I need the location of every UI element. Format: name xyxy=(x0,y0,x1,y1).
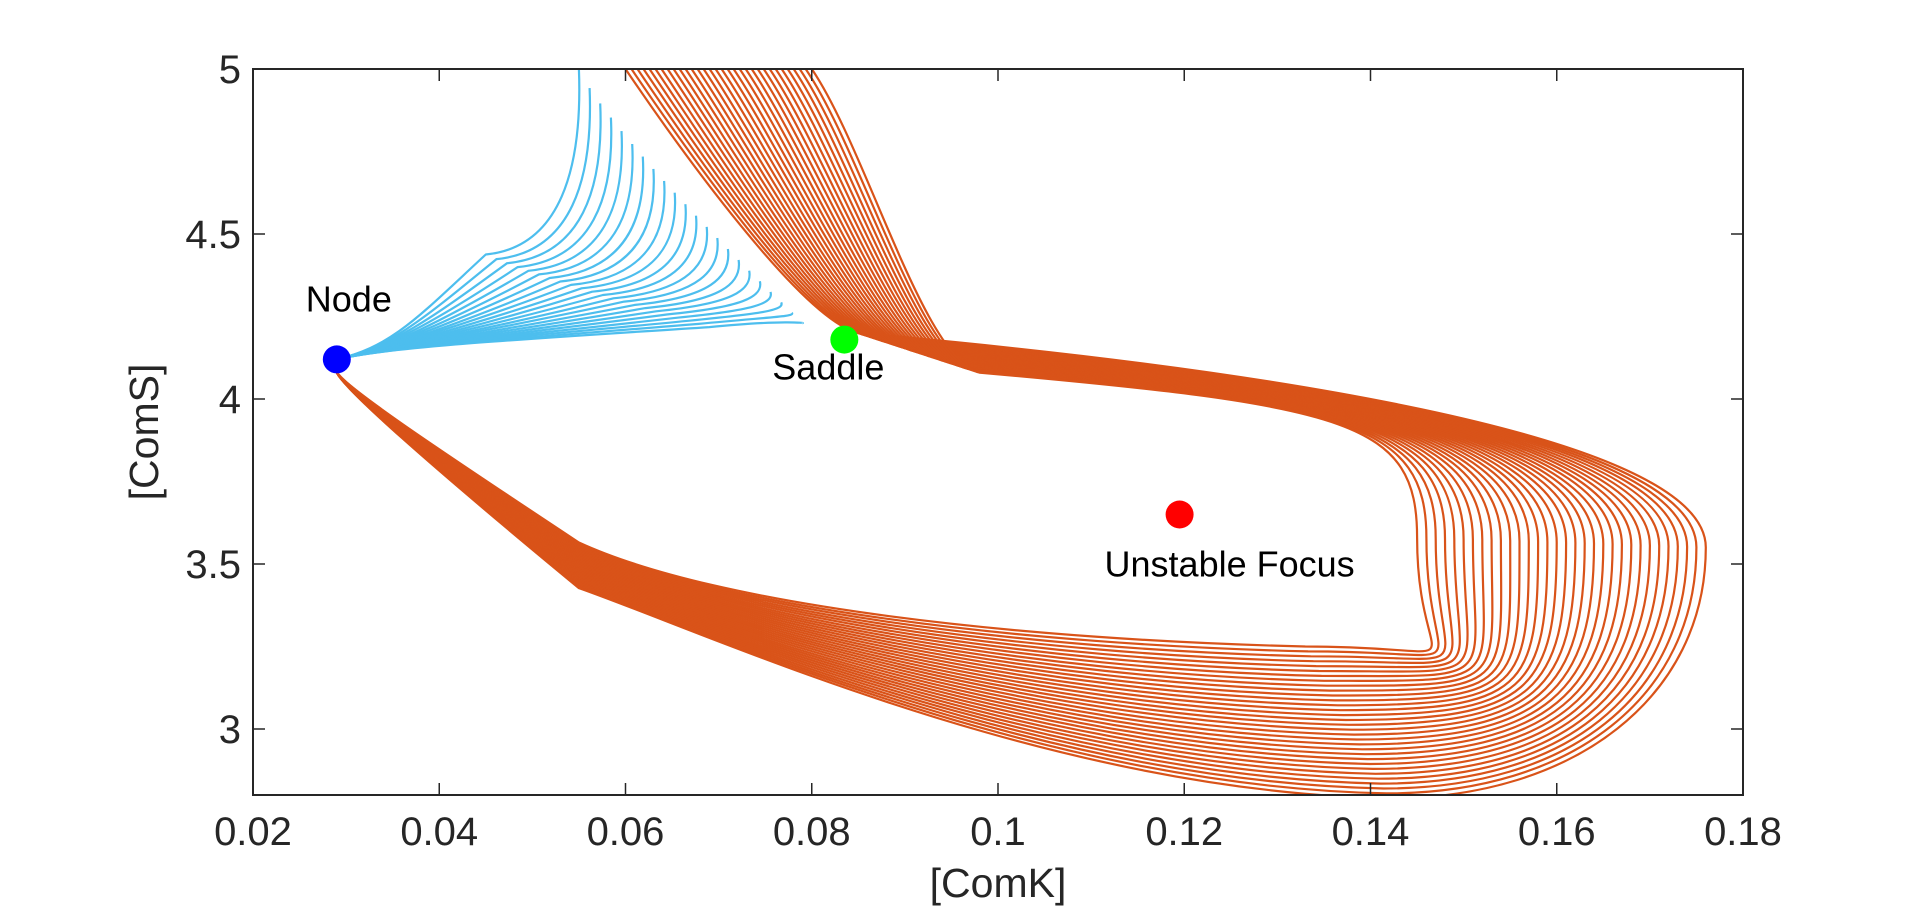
x-tick-label: 0.08 xyxy=(773,810,851,854)
orange-trajectories xyxy=(335,69,1707,795)
x-axis-label: [ComK] xyxy=(930,860,1067,906)
fixed-point-marker xyxy=(830,325,859,354)
x-tick-label: 0.12 xyxy=(1145,810,1223,854)
fixed-point-label: Unstable Focus xyxy=(1105,544,1355,585)
fixed-point-label: Saddle xyxy=(772,347,884,388)
fixed-point-marker xyxy=(1165,500,1194,529)
y-axis-ticks: 3 3.5 4 4.5 5 xyxy=(185,48,1743,752)
plot-area xyxy=(335,69,1707,795)
blue-trajectories xyxy=(336,69,804,361)
x-tick-label: 0.1 xyxy=(970,810,1026,854)
fixed-point-marker xyxy=(322,345,351,374)
fixed-point-label: Node xyxy=(306,278,392,319)
x-tick-label: 0.16 xyxy=(1518,810,1596,854)
blue-trajectory xyxy=(336,321,804,361)
x-axis-ticks: 0.02 0.04 0.06 0.08 0.1 0.12 0.14 0.16 0.18 xyxy=(214,69,1782,854)
y-tick-label: 4 xyxy=(219,378,241,422)
x-tick-label: 0.02 xyxy=(214,810,292,854)
blue-trajectory xyxy=(336,69,581,361)
x-tick-label: 0.14 xyxy=(1332,810,1410,854)
fixed-points: Node Saddle Unstable Focus xyxy=(306,278,1355,584)
x-tick-label: 0.06 xyxy=(587,810,665,854)
y-tick-label: 3.5 xyxy=(185,543,241,587)
y-tick-label: 3 xyxy=(219,708,241,752)
x-tick-label: 0.18 xyxy=(1704,810,1782,854)
y-tick-label: 4.5 xyxy=(185,213,241,257)
y-tick-label: 5 xyxy=(219,48,241,92)
orange-trajectory xyxy=(335,69,1433,653)
x-tick-label: 0.04 xyxy=(400,810,478,854)
y-axis-label: [ComS] xyxy=(121,364,167,501)
